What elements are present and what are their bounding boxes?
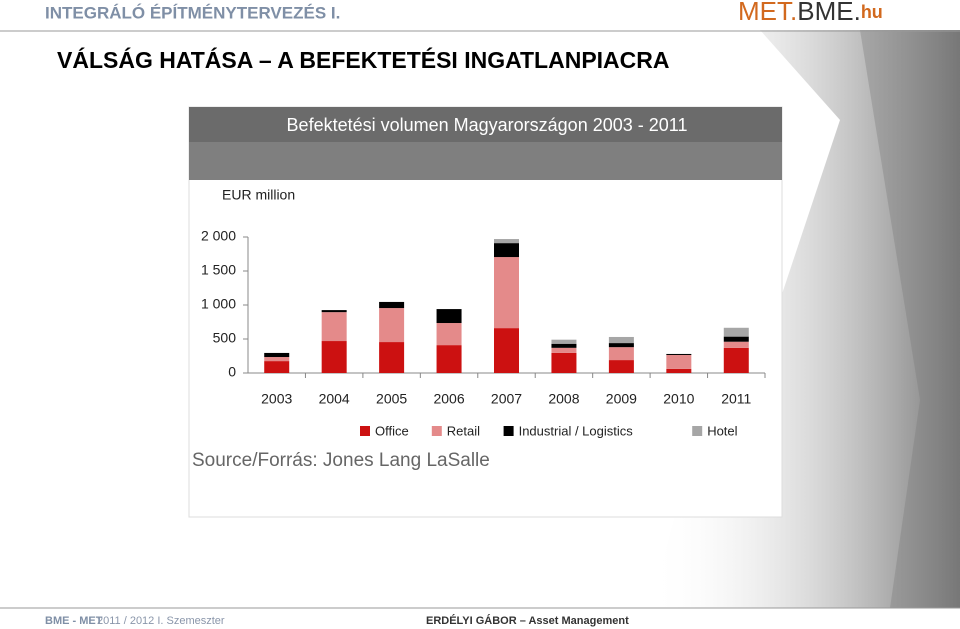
bar	[436, 309, 462, 324]
x-tick-label: 2004	[319, 391, 350, 407]
bar	[608, 347, 634, 361]
bar	[264, 361, 290, 373]
bar	[608, 360, 634, 373]
bar	[723, 347, 749, 373]
y-tick-label: 1 000	[201, 296, 236, 312]
legend-swatch	[431, 426, 442, 436]
bar	[379, 342, 405, 373]
legend-label: Industrial / Logistics	[519, 423, 634, 438]
bar	[551, 343, 577, 348]
bar	[379, 301, 405, 309]
legend-swatch	[692, 426, 703, 436]
y-tick-label: 2 000	[201, 228, 236, 244]
bar	[723, 341, 749, 348]
x-tick-label: 2009	[606, 391, 637, 407]
bar	[723, 327, 749, 337]
chart-header-strip	[189, 107, 782, 142]
decoration	[860, 30, 960, 608]
course-title: INTEGRÁLÓ ÉPÍTMÉNYTERVEZÉS I.	[45, 3, 340, 22]
slide-title: VÁLSÁG HATÁSA – A BEFEKTETÉSI INGATLANPI…	[57, 46, 670, 73]
bar	[436, 323, 462, 346]
logo: MET.BME.hu	[738, 0, 883, 26]
x-tick-label: 2003	[261, 391, 292, 407]
bar	[551, 352, 577, 373]
footer-author: ERDÉLYI GÁBOR – Asset Management	[426, 614, 629, 627]
bar	[494, 328, 519, 373]
bar	[264, 352, 290, 358]
legend-label: Hotel	[707, 423, 737, 438]
bar	[494, 257, 519, 329]
chart-title: Befektetési volumen Magyarországon 2003 …	[287, 115, 688, 135]
legend-label: Retail	[447, 423, 480, 438]
bar	[321, 310, 347, 313]
y-tick-label: 500	[213, 330, 237, 346]
bar	[321, 341, 347, 373]
y-axis-label: EUR million	[222, 187, 295, 203]
footer-term: 2011 / 2012 I. Szemeszter	[97, 615, 225, 627]
legend-label: Office	[375, 423, 409, 438]
bar	[666, 368, 692, 373]
bar	[608, 336, 634, 344]
bar	[551, 347, 577, 353]
x-tick-label: 2011	[721, 391, 751, 407]
logo-part: hu	[861, 2, 883, 22]
logo-part: MET.	[738, 0, 797, 26]
footer-org: BME - MET	[45, 615, 103, 627]
bar	[723, 336, 749, 342]
bar	[494, 243, 519, 258]
y-tick-label: 1 500	[201, 262, 236, 278]
logo-part: BME.	[797, 0, 861, 26]
legend-swatch	[360, 426, 370, 436]
x-tick-label: 2005	[376, 391, 407, 407]
bar	[321, 312, 347, 342]
bar	[264, 357, 290, 362]
bar	[436, 345, 462, 373]
bar	[379, 308, 405, 343]
bar	[608, 343, 634, 348]
x-tick-label: 2006	[433, 391, 464, 407]
x-tick-label: 2007	[491, 391, 522, 407]
y-tick-label: 0	[228, 364, 236, 380]
bar	[666, 353, 692, 355]
legend-swatch	[503, 426, 514, 436]
bar	[551, 339, 577, 344]
x-tick-label: 2008	[548, 391, 579, 407]
bar	[494, 239, 519, 244]
source: Source/Forrás: Jones Lang LaSalle	[192, 450, 490, 471]
bar	[666, 354, 692, 369]
x-tick-label: 2010	[663, 391, 694, 407]
